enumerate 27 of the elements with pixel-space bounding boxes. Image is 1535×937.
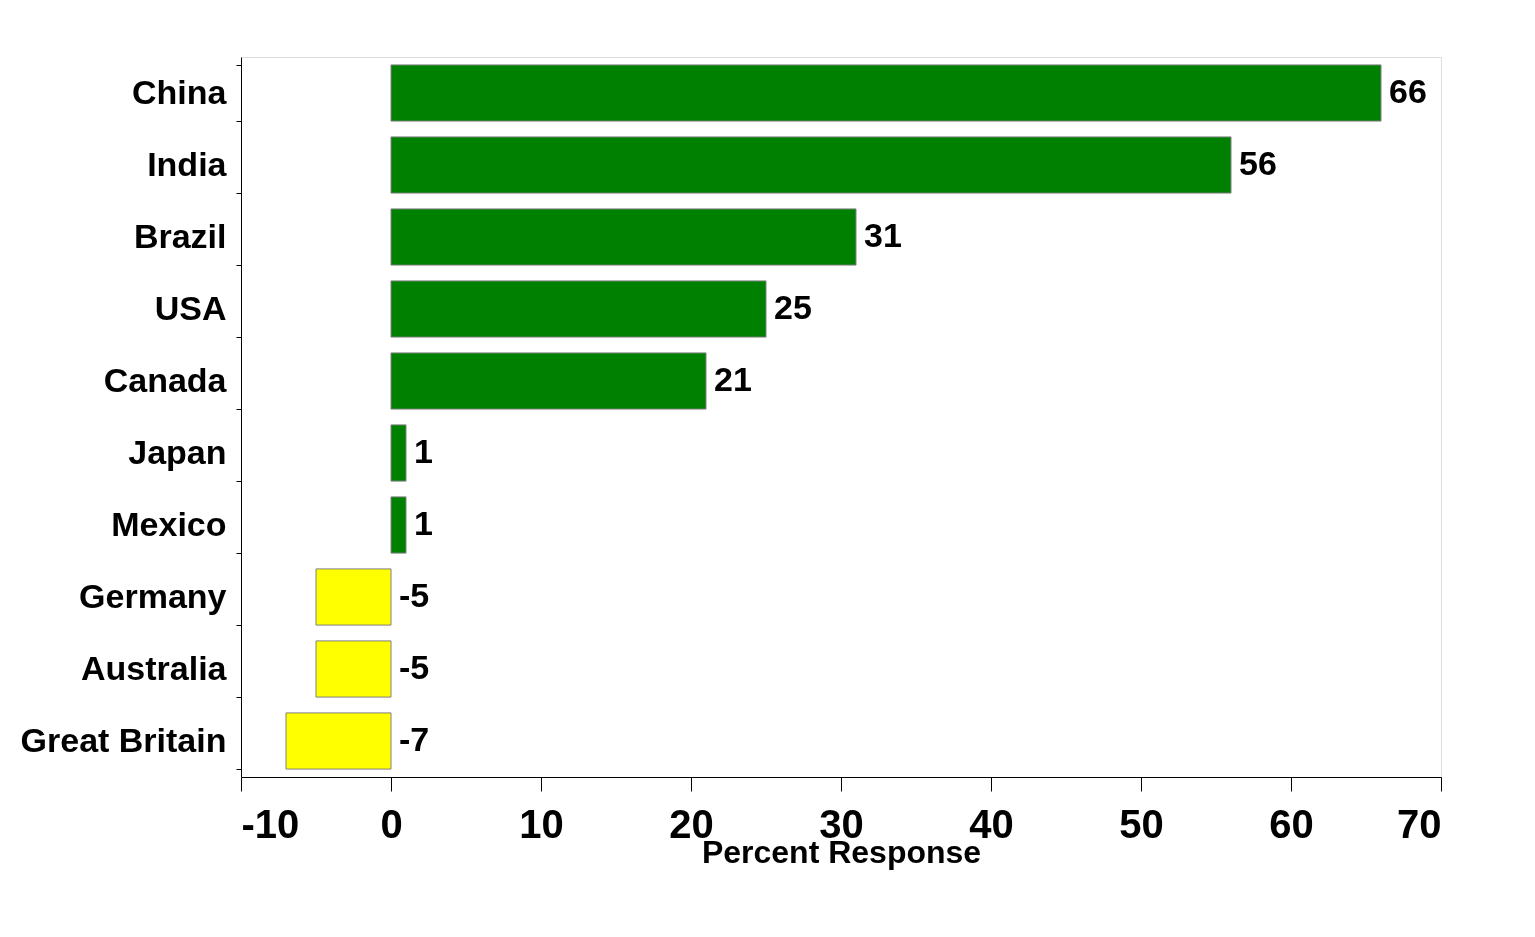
y-tick-label: Canada (103, 360, 228, 399)
data-label: -5 (399, 648, 430, 686)
data-label: 56 (1239, 144, 1277, 182)
data-label: 21 (714, 360, 752, 398)
x-tick-label: 70 (1397, 801, 1442, 846)
y-tick-label: Germany (79, 576, 227, 615)
data-label: -5 (399, 576, 430, 614)
y-tick-label: Mexico (111, 504, 227, 543)
x-tick-label: 10 (519, 801, 564, 846)
data-label: 66 (1389, 72, 1427, 110)
x-tick-label: -10 (241, 801, 300, 846)
x-tick-label: 60 (1269, 801, 1314, 846)
data-label: 25 (774, 288, 812, 326)
data-label: 1 (414, 432, 433, 470)
y-tick-label: Japan (128, 432, 227, 471)
x-tick-label: 50 (1119, 801, 1164, 846)
data-label: 31 (864, 216, 902, 254)
y-tick-label: Great Britain (20, 720, 227, 759)
y-tick-label: China (132, 72, 228, 111)
x-tick-label: 0 (380, 801, 403, 846)
y-tick-label: India (147, 144, 228, 183)
x-tick-label: 40 (969, 801, 1014, 846)
data-label: 1 (414, 504, 433, 542)
data-label: -7 (399, 720, 430, 758)
y-tick-label: Brazil (133, 216, 227, 255)
y-tick-label: USA (154, 288, 227, 327)
y-tick-label: Australia (81, 648, 228, 687)
